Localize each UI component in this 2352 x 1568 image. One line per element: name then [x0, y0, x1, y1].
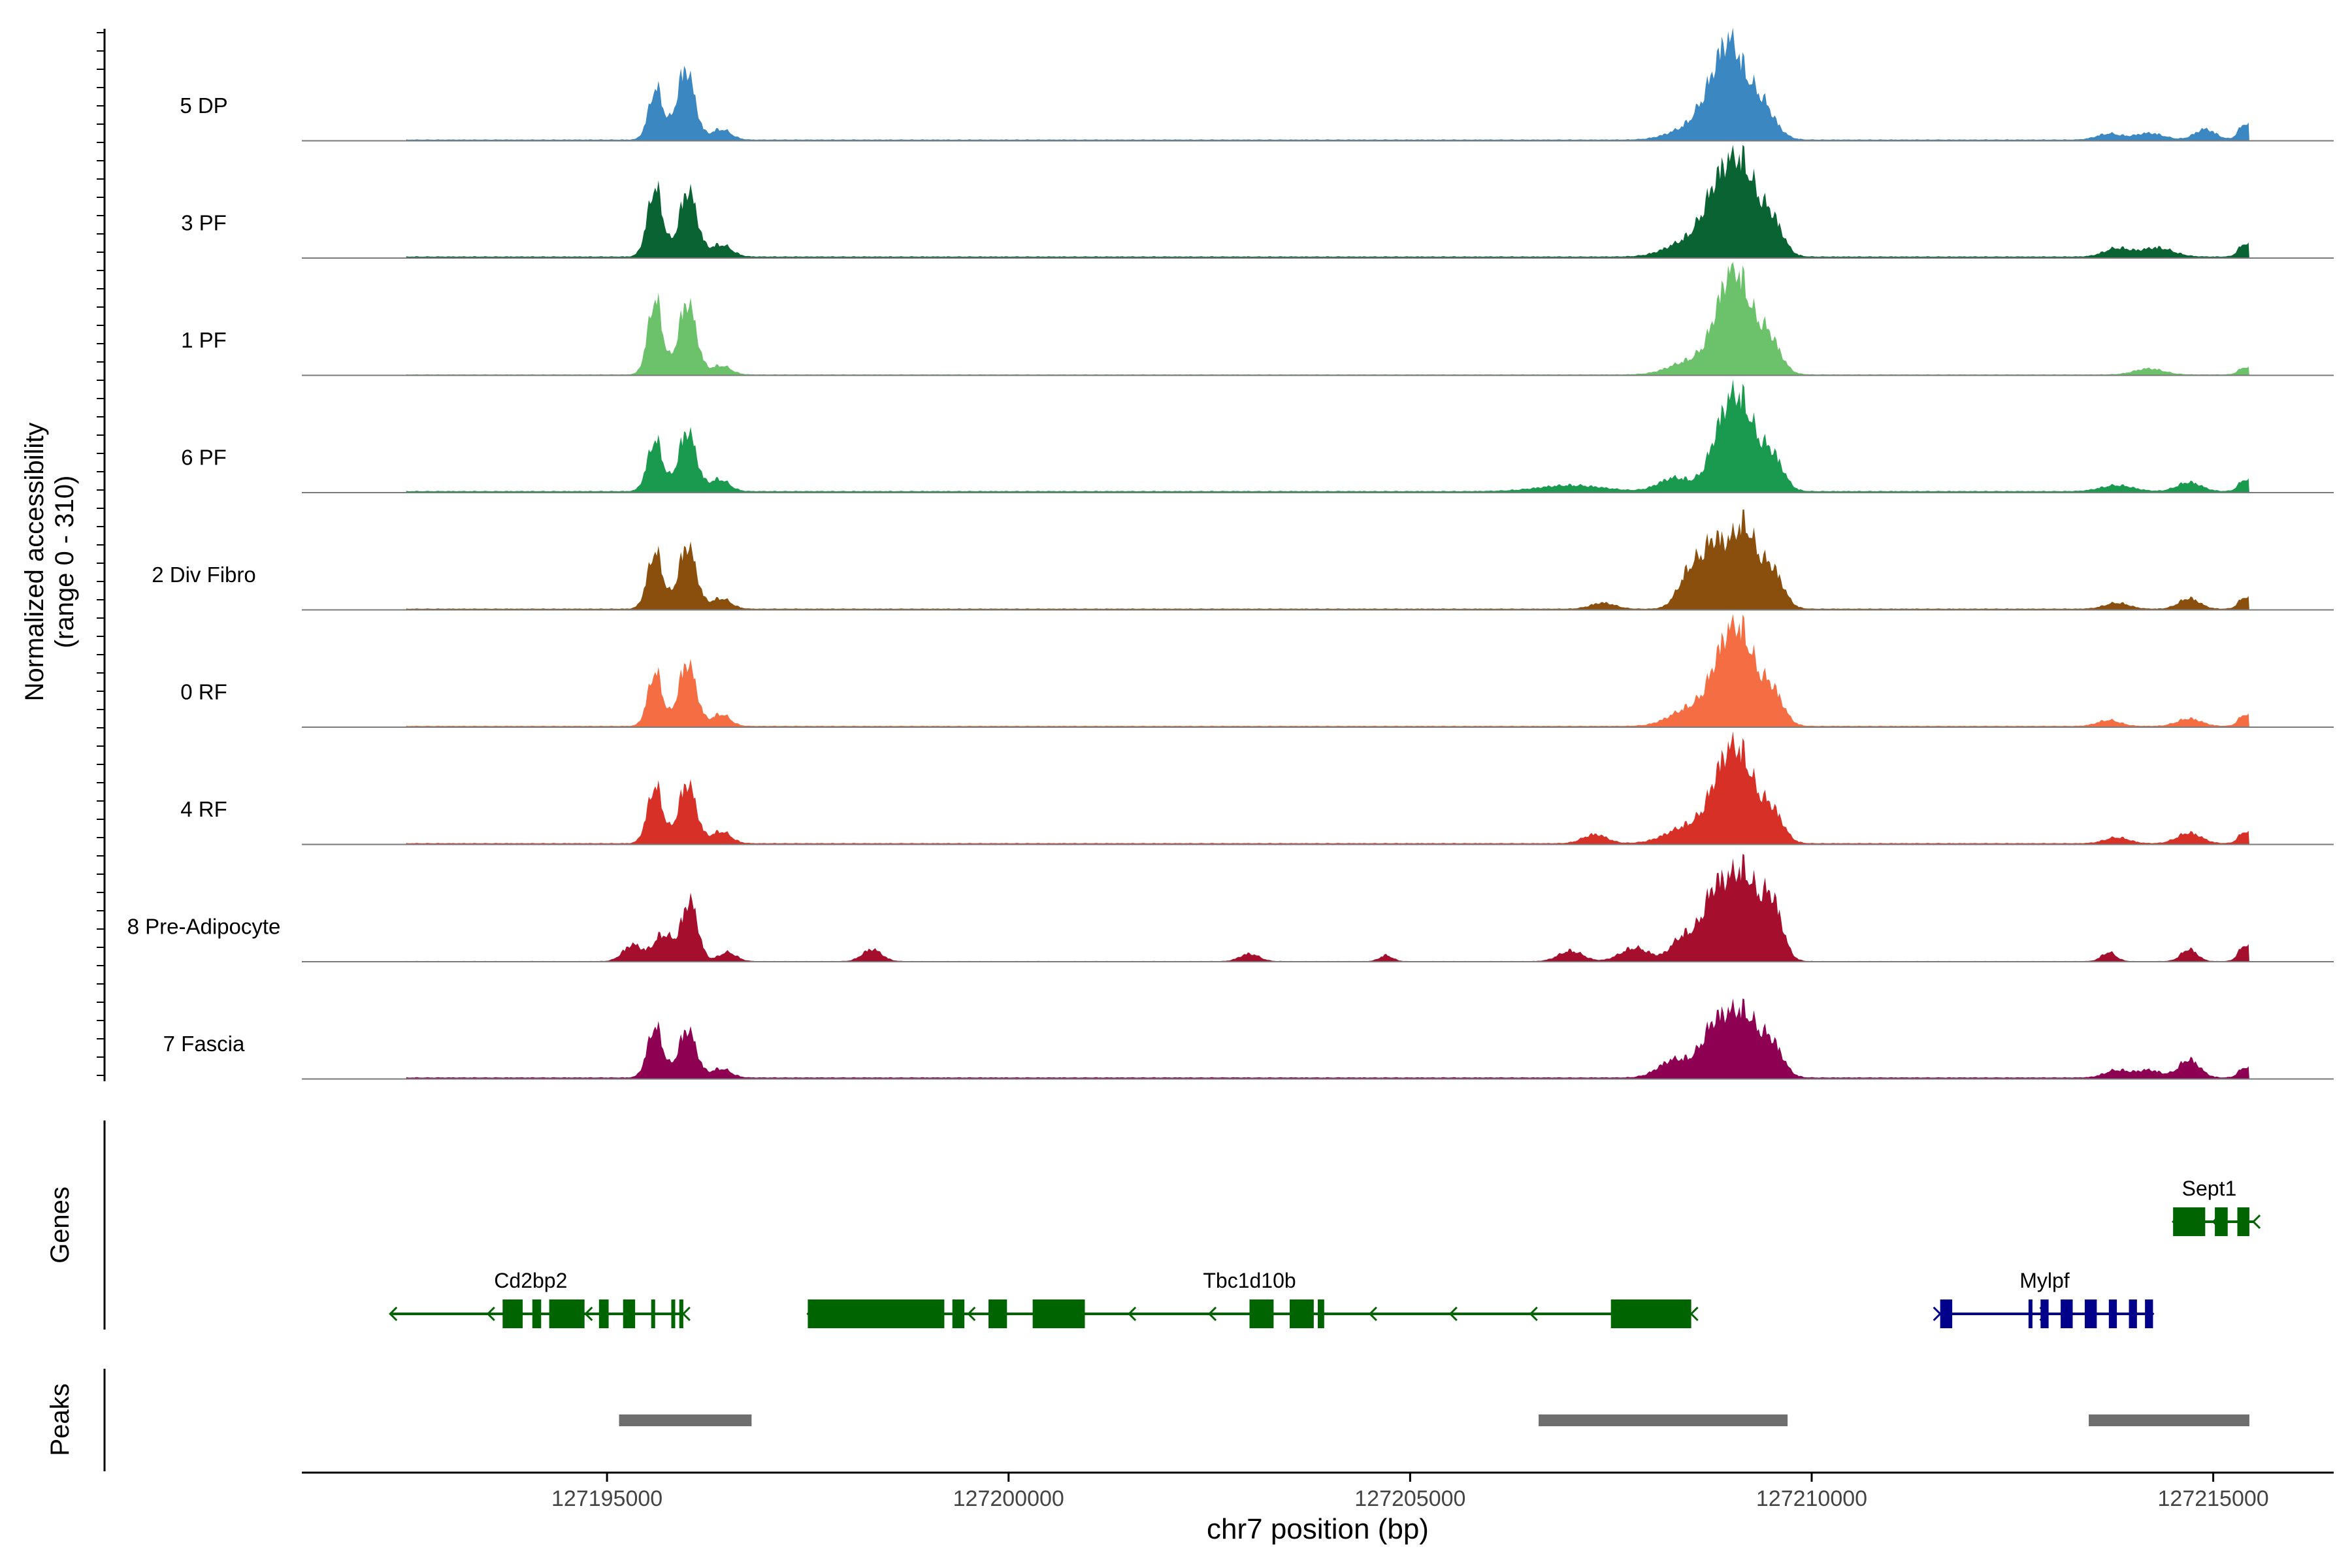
track-6-pf: 6 PF	[181, 379, 2334, 493]
track-3-pf: 3 PF	[181, 144, 2334, 259]
track-2-div-fibro: 2 Div Fibro	[152, 509, 2334, 611]
x-axis-title: chr7 position (bp)	[1207, 1513, 1429, 1545]
strand-arrow	[1128, 1306, 1137, 1322]
peak-region	[619, 1414, 752, 1426]
strand-arrow	[389, 1306, 398, 1322]
gene-exon	[1940, 1299, 1953, 1328]
strand-arrow	[1690, 1306, 1699, 1322]
strand-arrow	[1933, 1306, 1942, 1322]
track-label: 1 PF	[181, 328, 227, 352]
track-4-rf: 4 RF	[180, 731, 2334, 845]
gene-exon	[2028, 1299, 2033, 1328]
coverage-tracks: 5 DP 3 PF 1 PF 6 PF 2 Div Fibro 0 RF 4 RF 8 Pre…	[127, 27, 2334, 1080]
gene-exon	[1318, 1299, 1324, 1328]
gene-exon	[549, 1299, 585, 1328]
gene-sept1: Sept1	[2172, 1177, 2261, 1236]
strand-arrow	[2251, 1214, 2261, 1230]
gene-exon	[1249, 1299, 1274, 1328]
x-axis-ticks: 127195000 127200000 127205000 127210000 1272…	[551, 1473, 2269, 1511]
track-1-pf: 1 PF	[181, 262, 2334, 376]
strand-arrow	[1529, 1306, 1538, 1322]
gene-exon	[623, 1299, 636, 1328]
gene-label: Tbc1d10b	[1203, 1269, 1296, 1292]
strand-arrow	[584, 1306, 593, 1322]
gene-label: Sept1	[2182, 1177, 2237, 1200]
gene-label: Cd2bp2	[494, 1269, 567, 1292]
gene-label: Mylpf	[2019, 1269, 2070, 1292]
track-label: 4 RF	[180, 797, 227, 821]
y-axis-range: (range 0 - 310)	[50, 476, 79, 649]
gene-exon	[651, 1299, 655, 1328]
peaks-panel-label: Peaks	[46, 1383, 74, 1456]
track-area	[406, 998, 2249, 1079]
track-area	[406, 509, 2249, 610]
track-label: 3 PF	[181, 211, 227, 235]
strand-arrow	[1368, 1306, 1377, 1322]
track-area	[406, 613, 2249, 727]
strand-arrow	[486, 1306, 495, 1322]
gene-exon	[679, 1299, 683, 1328]
track-area	[406, 144, 2249, 258]
strand-arrow	[967, 1306, 976, 1322]
track-area	[406, 379, 2249, 493]
gene-tbc1d10b: Tbc1d10b	[806, 1269, 1699, 1328]
strand-arrow	[1448, 1306, 1458, 1322]
x-tick-label: 127200000	[953, 1486, 1064, 1511]
x-tick-label: 127205000	[1354, 1486, 1465, 1511]
track-area	[406, 262, 2249, 376]
gene-cd2bp2: Cd2bp2	[389, 1269, 691, 1328]
track-label: 8 Pre-Adipocyte	[127, 915, 281, 939]
y-axis-title: Normalized accessibility	[20, 423, 49, 702]
x-tick-label: 127195000	[551, 1486, 662, 1511]
gene-mylpf: Mylpf	[1933, 1269, 2155, 1328]
peak-region	[1539, 1414, 1788, 1426]
track-area	[406, 27, 2249, 141]
track-label: 5 DP	[180, 93, 227, 118]
gene-exon	[671, 1299, 676, 1328]
gene-exon	[2040, 1299, 2049, 1328]
track-label: 2 Div Fibro	[152, 563, 256, 587]
gene-annotations: Cd2bp2 Tbc1d10b Mylpf Sept1	[389, 1177, 2261, 1328]
track-8-pre-adipocyte: 8 Pre-Adipocyte	[127, 854, 2334, 962]
gene-exon	[2129, 1299, 2137, 1328]
gene-exon	[1610, 1299, 1691, 1328]
y-axis	[97, 29, 106, 1081]
x-tick-label: 127215000	[2158, 1486, 2269, 1511]
gene-exon	[502, 1299, 523, 1328]
track-0-rf: 0 RF	[180, 613, 2334, 728]
gene-exon	[952, 1299, 965, 1328]
gene-exon	[1032, 1299, 1085, 1328]
x-tick-label: 127210000	[1756, 1486, 1867, 1511]
gene-exon	[598, 1299, 609, 1328]
strand-arrow	[681, 1306, 691, 1322]
gene-exon	[2145, 1299, 2153, 1328]
gene-exon	[2108, 1299, 2117, 1328]
gene-exon	[988, 1299, 1007, 1328]
track-5-dp: 5 DP	[180, 27, 2334, 142]
gene-exon	[2173, 1207, 2206, 1236]
track-label: 6 PF	[181, 446, 227, 470]
gene-exon	[532, 1299, 542, 1328]
gene-exon	[2215, 1207, 2228, 1236]
strand-arrow	[1207, 1306, 1217, 1322]
gene-exon	[2084, 1299, 2097, 1328]
gene-exon	[1289, 1299, 1314, 1328]
gene-exon	[808, 1299, 945, 1328]
track-area	[406, 854, 2249, 962]
genes-panel-label: Genes	[46, 1186, 74, 1264]
peak-regions	[619, 1414, 2249, 1426]
track-area	[406, 731, 2249, 845]
track-7-fascia: 7 Fascia	[163, 998, 2334, 1080]
track-label: 7 Fascia	[163, 1032, 245, 1056]
track-label: 0 RF	[180, 680, 227, 704]
gene-exon	[2061, 1299, 2073, 1328]
gene-exon	[2237, 1207, 2249, 1236]
peak-region	[2089, 1414, 2249, 1426]
